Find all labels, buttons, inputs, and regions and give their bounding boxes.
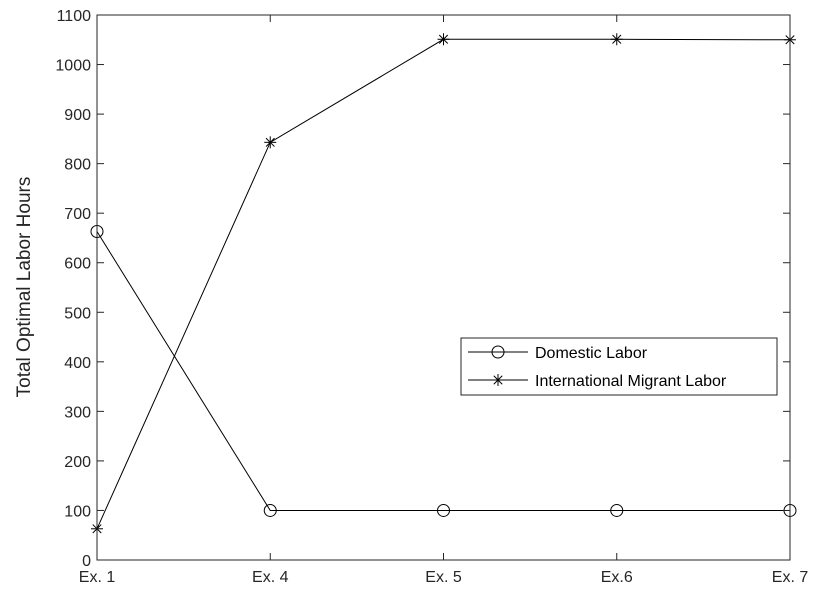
- legend-marker-1: [491, 345, 505, 359]
- data-point-1: [263, 503, 277, 517]
- legend-label-1: Domestic Labor: [535, 345, 648, 362]
- x-tick-label: Ex. 4: [252, 569, 289, 586]
- data-point-2: [610, 33, 623, 46]
- y-tick-label: 300: [64, 404, 91, 421]
- x-tick-label: Ex. 7: [772, 569, 809, 586]
- series-line-1: [96, 231, 790, 511]
- ticks-layer: 0 100 200 300 400 500 600 700 800 900 1000 1100 Ex. …: [55, 8, 808, 586]
- y-tick-label: 0: [82, 553, 91, 570]
- y-tick-label: 1100: [57, 8, 92, 25]
- x-tick-label: Ex.6: [601, 569, 633, 586]
- legend-marker-2: [492, 374, 504, 386]
- y-tick-label: 200: [64, 454, 91, 471]
- plot-area: [97, 15, 790, 560]
- x-tick-label: Ex. 5: [425, 569, 462, 586]
- y-tick-label: 400: [64, 355, 91, 372]
- y-tick-label: 500: [64, 305, 91, 322]
- legend-box: [460, 337, 778, 396]
- y-tick-label: 900: [64, 107, 91, 124]
- legend-label-2: International Migrant Labor: [535, 373, 727, 390]
- legend-items: Domestic Labor International Migrant Labo…: [468, 345, 727, 390]
- y-tick-label: 100: [64, 503, 91, 520]
- data-point-1: [437, 503, 450, 517]
- data-point-2: [264, 136, 277, 149]
- y-tick-label: 800: [64, 157, 91, 174]
- y-tick-label: 1000: [55, 58, 91, 75]
- y-tick-label: 700: [64, 206, 91, 223]
- y-axis-title: Total Optimal Labor Hours: [14, 177, 35, 398]
- x-tick-label: Ex. 1: [79, 569, 116, 586]
- data-point-1: [610, 503, 624, 517]
- y-tick-label: 600: [64, 256, 91, 273]
- data-point-2: [437, 33, 450, 46]
- legend: Domestic Labor International Migrant Labo…: [460, 337, 778, 396]
